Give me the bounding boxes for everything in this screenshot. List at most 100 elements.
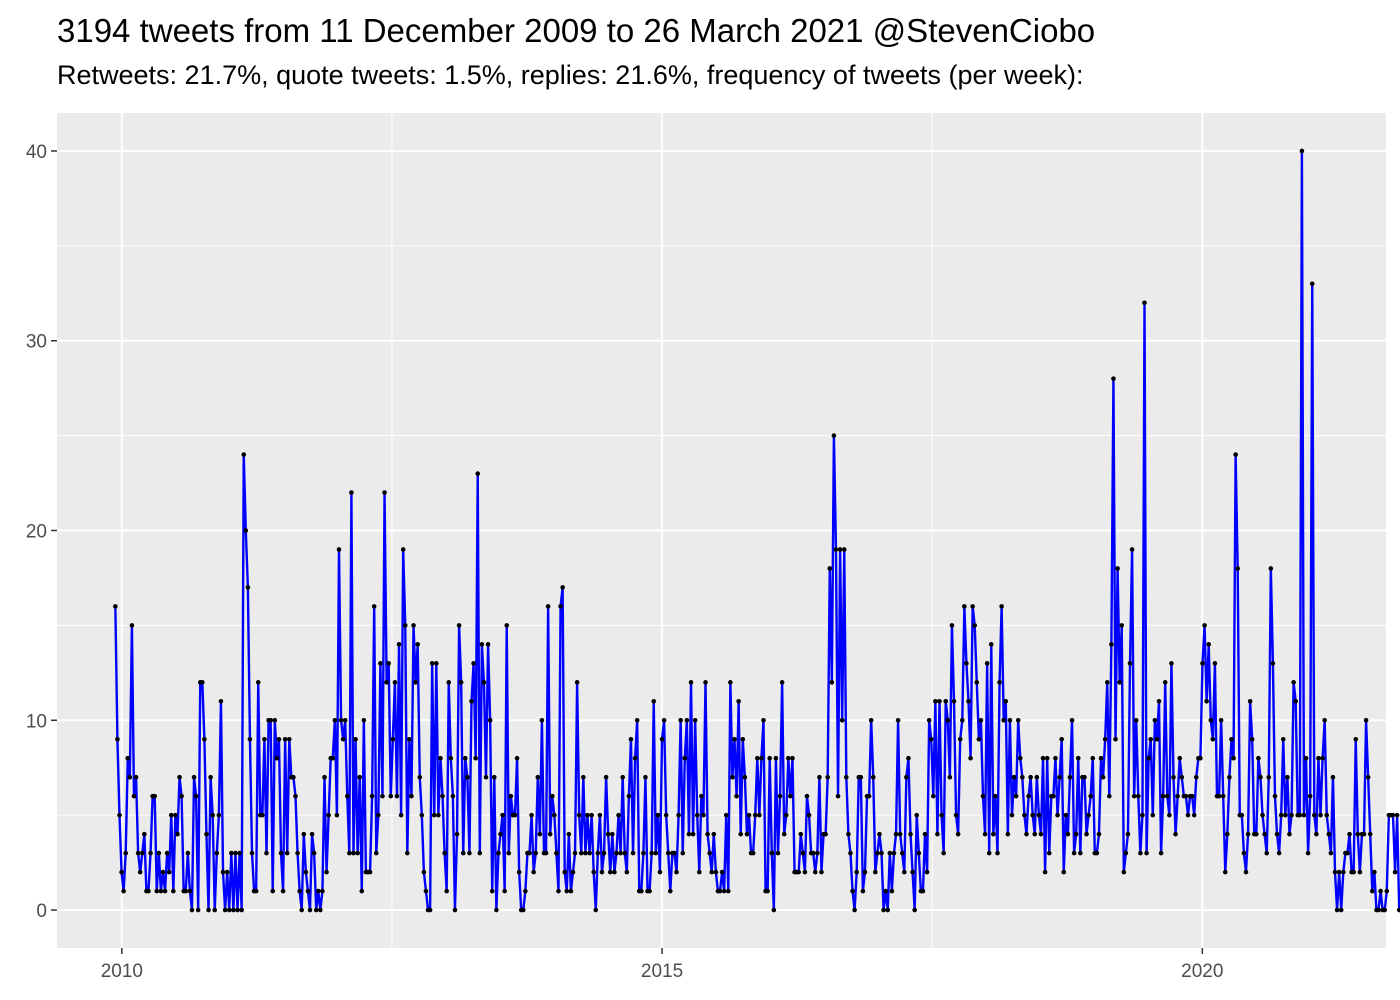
chart-subtitle: Retweets: 21.7%, quote tweets: 1.5%, rep…	[57, 60, 1084, 90]
data-point	[210, 812, 215, 818]
data-point	[873, 869, 878, 875]
data-point	[1384, 888, 1390, 894]
data-point	[775, 850, 781, 856]
data-point	[446, 680, 452, 685]
data-point	[576, 812, 582, 818]
data-point	[549, 793, 555, 799]
data-point	[463, 755, 468, 761]
data-point	[218, 699, 224, 704]
data-point	[655, 812, 661, 818]
data-point	[757, 812, 762, 818]
data-point	[189, 907, 195, 913]
data-point	[746, 812, 752, 818]
data-point	[539, 717, 545, 723]
data-point	[396, 642, 402, 647]
data-point	[338, 717, 344, 723]
data-point	[274, 755, 280, 761]
data-point	[1022, 812, 1027, 818]
data-point	[697, 869, 702, 875]
data-point	[883, 888, 888, 894]
data-point	[1156, 699, 1162, 704]
points-layer	[113, 148, 1400, 913]
data-point	[827, 566, 833, 571]
data-point	[322, 774, 327, 780]
data-point	[347, 850, 352, 856]
data-point	[719, 869, 725, 875]
data-point	[200, 680, 205, 685]
data-point	[253, 888, 259, 894]
data-point	[1024, 831, 1029, 837]
data-point	[970, 604, 975, 609]
data-point	[485, 642, 491, 647]
data-point	[682, 755, 688, 761]
data-point	[738, 831, 744, 837]
data-point	[595, 850, 601, 856]
data-point	[1026, 793, 1031, 799]
data-point	[307, 907, 313, 913]
data-point	[1167, 812, 1172, 818]
data-point	[471, 661, 476, 666]
data-point	[583, 850, 588, 856]
data-point	[268, 717, 273, 723]
data-point	[148, 850, 153, 856]
data-point	[330, 755, 336, 761]
data-point	[717, 888, 723, 894]
data-point	[554, 850, 559, 856]
data-point	[1100, 774, 1106, 780]
data-point	[423, 888, 429, 894]
data-point	[452, 907, 458, 913]
data-point	[117, 812, 122, 818]
data-point	[870, 774, 876, 780]
data-point	[926, 717, 932, 723]
data-point	[355, 850, 360, 856]
data-point	[156, 850, 162, 856]
data-point	[353, 736, 358, 742]
data-point	[750, 850, 756, 856]
data-point	[135, 850, 141, 856]
data-point	[848, 850, 853, 856]
data-point	[643, 774, 648, 780]
data-point	[835, 793, 841, 799]
data-point	[558, 604, 563, 609]
data-point	[1225, 831, 1230, 837]
data-point	[589, 812, 594, 818]
data-point	[427, 907, 433, 913]
data-point	[817, 774, 822, 780]
data-point	[701, 812, 706, 818]
data-point	[1276, 850, 1282, 856]
data-point	[572, 850, 578, 856]
data-point	[1334, 907, 1340, 913]
data-point	[1328, 850, 1334, 856]
data-point	[516, 869, 522, 875]
data-point	[291, 774, 296, 780]
data-point	[906, 755, 911, 761]
data-point	[819, 869, 824, 875]
data-point	[591, 869, 596, 875]
data-point	[419, 812, 425, 818]
data-point	[1011, 774, 1017, 780]
data-point	[1175, 793, 1180, 799]
data-point	[908, 831, 913, 837]
data-point	[378, 661, 383, 666]
data-point	[394, 793, 400, 799]
data-point	[481, 680, 487, 685]
data-point	[742, 774, 748, 780]
data-point	[1123, 850, 1129, 856]
data-point	[920, 888, 926, 894]
data-point	[862, 869, 868, 875]
data-point	[601, 850, 607, 856]
data-point	[400, 547, 406, 552]
data-point	[562, 869, 567, 875]
data-point	[786, 755, 791, 761]
data-point	[359, 888, 365, 894]
data-point	[260, 812, 265, 818]
data-point	[1144, 850, 1149, 856]
data-point	[1220, 793, 1226, 799]
data-point	[993, 793, 998, 799]
data-point	[599, 869, 605, 875]
data-point	[1030, 812, 1035, 818]
data-point	[1001, 717, 1006, 723]
data-point	[1007, 717, 1013, 723]
data-point	[858, 774, 864, 780]
data-point	[922, 831, 928, 837]
